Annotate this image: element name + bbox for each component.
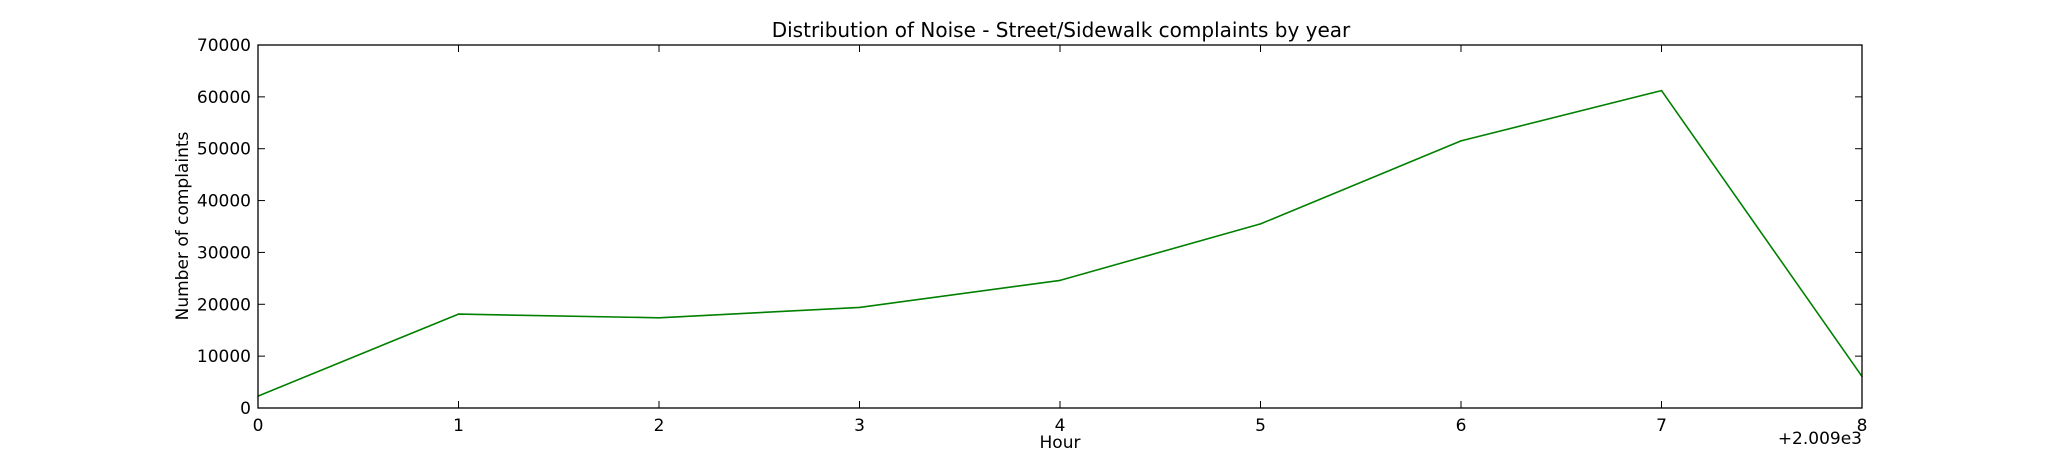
y-tick-label: 50000	[197, 140, 251, 160]
x-tick-label: 3	[854, 416, 865, 436]
y-tick-label: 10000	[197, 347, 251, 367]
y-tick-label: 20000	[197, 295, 251, 315]
y-tick-label: 40000	[197, 192, 251, 212]
x-axis-offset-label: +2.009e3	[1778, 429, 1862, 449]
data-point	[1259, 223, 1262, 225]
y-tick-label: 0	[240, 399, 251, 419]
x-tick-label: 6	[1456, 416, 1467, 436]
series-line-0	[257, 89, 1863, 397]
y-tick-label: 70000	[197, 36, 251, 56]
x-tick-label: 1	[453, 416, 464, 436]
x-tick-label: 8	[1857, 416, 1868, 436]
x-tick-label: 5	[1255, 416, 1266, 436]
axes: 0 1 2 3 4 5 6 7 8 0 10000 20000 30000 40000 50000 60000…	[197, 36, 1868, 436]
chart-title: Distribution of Noise - Street/Sidewalk …	[772, 18, 1351, 42]
x-tick-label: 0	[253, 416, 264, 436]
data-point	[1059, 279, 1061, 282]
y-tick-label: 30000	[197, 243, 251, 263]
x-tick-label: 7	[1656, 416, 1667, 436]
x-tick-label: 2	[654, 416, 665, 436]
data-point	[858, 306, 861, 309]
data-point	[1460, 140, 1462, 142]
y-axis-title: Number of complaints	[173, 131, 193, 320]
y-tick-label: 60000	[197, 88, 251, 108]
data-point	[457, 313, 460, 315]
data-point	[1660, 89, 1663, 92]
x-axis-title: Hour	[1040, 433, 1081, 450]
plot-frame	[257, 44, 1863, 409]
data-point	[658, 316, 660, 319]
series-layer	[257, 89, 1863, 397]
x-tick-label: 4	[1055, 416, 1066, 436]
